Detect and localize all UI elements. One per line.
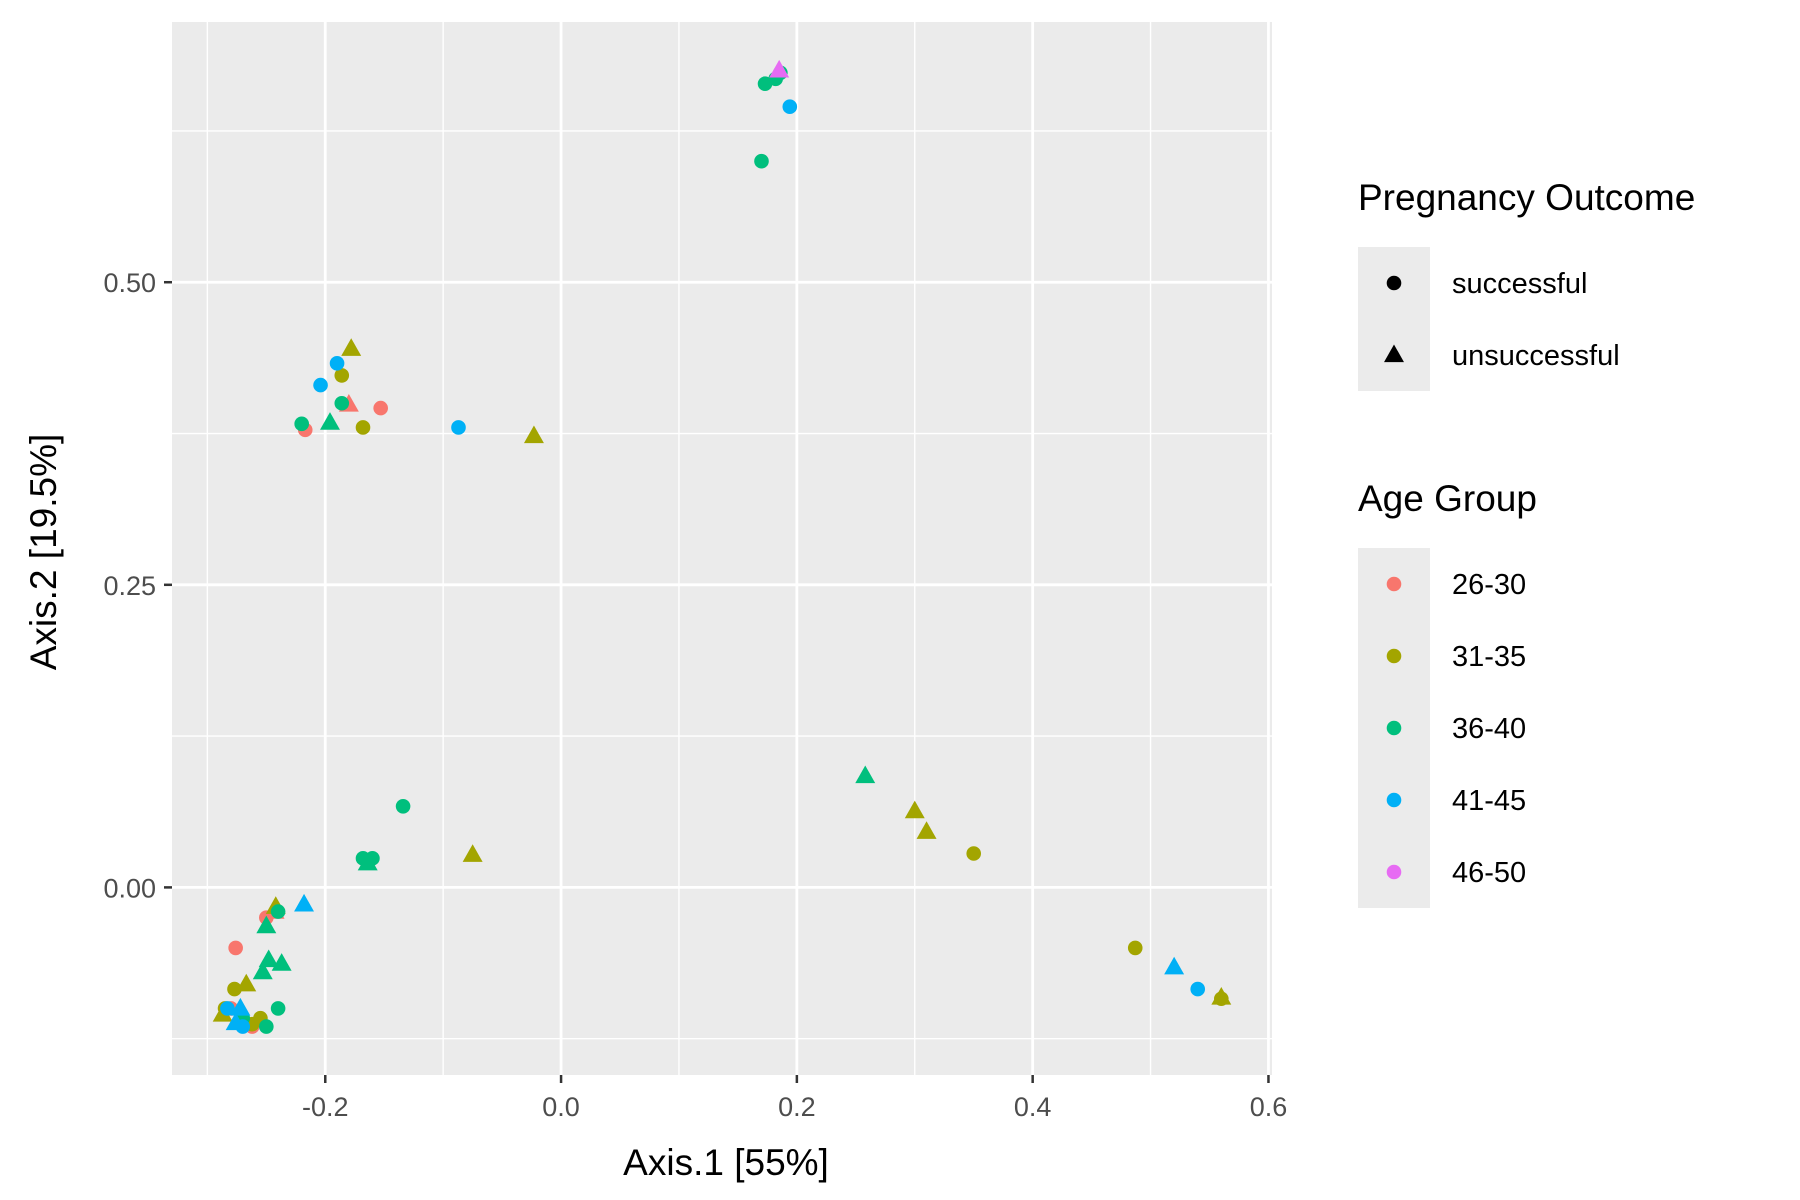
legend-label: 36-40	[1452, 713, 1526, 745]
point-41-45-circle	[329, 356, 345, 371]
point-41-45-triangle	[1164, 956, 1185, 975]
point-36-40-circle	[754, 153, 769, 169]
point-31-35-triangle	[462, 844, 483, 862]
point-31-35-circle	[227, 981, 242, 997]
legend-key-background	[1358, 247, 1430, 391]
legend-label: 31-35	[1452, 641, 1526, 673]
x-tick-label: 0.4	[1014, 1092, 1052, 1122]
point-41-45-triangle	[230, 997, 251, 1016]
point-31-35-triangle	[916, 821, 937, 839]
minor-gridlines	[172, 22, 1272, 1075]
legend-key-41-45	[1386, 792, 1402, 808]
legend-key-26-30	[1386, 576, 1402, 592]
point-41-45-circle	[220, 1001, 235, 1016]
point-31-35-circle	[334, 368, 350, 383]
point-36-40-triangle	[855, 765, 876, 784]
point-26-30-circle	[373, 400, 388, 416]
x-tick-label: 0.6	[1250, 1092, 1288, 1122]
data-points	[212, 59, 1232, 1034]
y-tick-label: 0.25	[103, 571, 156, 601]
point-36-40-circle	[270, 1001, 286, 1016]
x-tick-label: -0.2	[302, 1092, 349, 1122]
point-41-45-circle	[782, 99, 798, 115]
x-tick-label: 0.2	[778, 1092, 816, 1122]
point-36-40-triangle	[258, 949, 279, 968]
y-tick-label: 0.00	[103, 873, 156, 903]
legend-label: 46-50	[1452, 857, 1526, 889]
legend-key-31-35	[1386, 648, 1402, 664]
axis-ticks	[164, 280, 1270, 1083]
tick-labels: -0.2 0.0 0.2 0.4 0.6 0.00 0.25 0.50	[103, 268, 1287, 1122]
point-36-40-triangle	[320, 412, 340, 430]
point-36-40-triangle	[357, 852, 378, 871]
x-axis-title: Axis.1 [55%]	[623, 1142, 829, 1183]
point-31-35-triangle	[341, 338, 362, 356]
legends: Pregnancy Outcome successful unsuccessful A…	[1358, 177, 1695, 908]
point-36-40-triangle	[252, 961, 273, 980]
point-26-30-circle	[228, 940, 243, 956]
point-36-40-circle	[259, 1019, 274, 1034]
plot-panel	[172, 22, 1272, 1075]
legend-label: 41-45	[1452, 785, 1526, 817]
point-41-45-triangle	[225, 1012, 246, 1031]
point-31-35-triangle	[904, 800, 925, 819]
legend-key-36-40	[1386, 720, 1402, 736]
legend-key-successful	[1386, 275, 1402, 291]
point-36-40-circle	[395, 799, 411, 814]
point-41-45-circle	[451, 420, 466, 435]
point-36-40-triangle	[256, 915, 277, 934]
point-31-35-triangle	[523, 425, 544, 444]
point-31-35-circle	[966, 846, 982, 861]
point-36-40-triangle	[271, 953, 292, 971]
legend-title: Pregnancy Outcome	[1358, 177, 1695, 218]
legend-label: 26-30	[1452, 569, 1526, 601]
point-41-45-circle	[313, 377, 328, 393]
point-41-45-circle	[1190, 981, 1206, 997]
point-36-40-circle	[334, 395, 350, 411]
x-tick-label: 0.0	[542, 1092, 580, 1122]
major-gridlines	[172, 22, 1272, 1075]
legend-key-unsuccessful	[1384, 344, 1404, 363]
point-31-35-circle	[1127, 940, 1143, 956]
y-tick-label: 0.50	[103, 268, 156, 298]
point-31-35-circle	[1214, 991, 1229, 1007]
point-36-40-circle	[270, 904, 286, 919]
point-41-45-triangle	[294, 893, 315, 912]
point-31-35-triangle	[236, 973, 257, 992]
point-36-40-circle	[294, 416, 309, 432]
legend-label: successful	[1452, 268, 1587, 300]
y-axis-title: Axis.2 [19.5%]	[23, 434, 64, 671]
point-46-50-triangle	[769, 59, 790, 78]
point-31-35-circle	[355, 420, 371, 435]
legend-title: Age Group	[1358, 478, 1537, 519]
legend-key-46-50	[1386, 864, 1402, 880]
legend-label: unsuccessful	[1452, 340, 1620, 372]
